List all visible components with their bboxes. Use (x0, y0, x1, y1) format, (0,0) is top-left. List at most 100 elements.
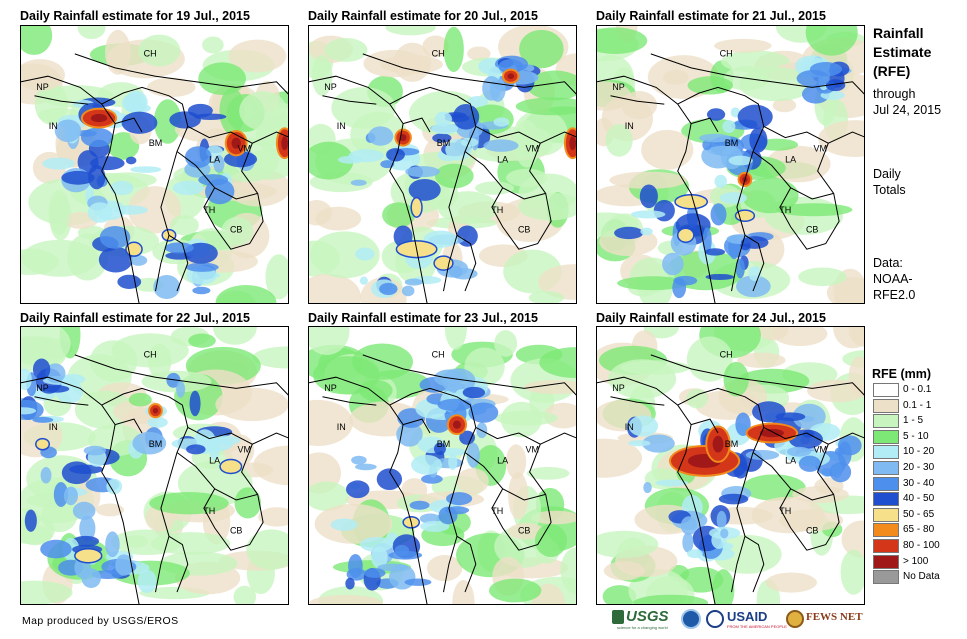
legend-label: 1 - 5 (903, 415, 924, 427)
rain-patch-moderate (432, 133, 452, 143)
country-label-cb: CB (806, 224, 819, 234)
rain-patch-moderate (63, 486, 78, 506)
rain-patch-high (35, 437, 50, 451)
rain-patch-light (95, 503, 125, 517)
rain-patch-light (309, 399, 354, 446)
rain-patch-moderate (433, 442, 446, 456)
rain-patch-light (597, 530, 659, 558)
country-border (362, 53, 576, 95)
rain-patch-moderate (363, 568, 386, 578)
rain-patch-moderate (213, 155, 225, 173)
rain-patch-light (21, 59, 65, 91)
country-border (790, 488, 834, 501)
country-label-la: LA (209, 456, 220, 466)
rain-patch-light (385, 26, 436, 36)
country-border (790, 187, 834, 200)
country-border (464, 143, 552, 250)
rain-patch-moderate (705, 273, 735, 280)
legend-swatch (873, 383, 899, 397)
rain-patch-moderate (437, 398, 472, 412)
rain-patch-light (662, 69, 689, 85)
side-date: Jul 24, 2015 (873, 103, 942, 117)
rain-patch-light (523, 380, 576, 395)
rain-patch-moderate (409, 500, 430, 510)
country-border (597, 376, 716, 604)
country-label-np: NP (36, 383, 49, 393)
rain-patch-moderate (459, 430, 475, 445)
rain-patch-light (359, 379, 393, 402)
country-border (187, 426, 288, 445)
rain-patch-light (841, 520, 864, 558)
rain-patch-extreme (281, 136, 288, 151)
rain-patch-light (452, 579, 475, 604)
rain-patch-light (560, 547, 576, 594)
country-border (752, 143, 840, 250)
country-label-vm: VM (238, 144, 252, 154)
legend-label: 0 - 0.1 (903, 384, 932, 395)
legend-swatch (873, 523, 899, 538)
rain-patch-light (488, 578, 542, 603)
rain-patch-light (848, 356, 864, 397)
country-label-ch: CH (432, 350, 445, 360)
legend-swatch (873, 429, 899, 444)
rain-patch-moderate (702, 139, 712, 151)
rain-patch-moderate (348, 149, 384, 163)
rain-patch-light (149, 492, 229, 515)
country-label-la: LA (209, 155, 220, 165)
legend-swatch (873, 554, 899, 569)
country-border (475, 125, 576, 144)
country-label-bm: BM (437, 439, 451, 449)
rain-patch-light (239, 91, 288, 131)
legend-item: 0.1 - 1 (873, 398, 963, 413)
rain-patch-moderate (706, 108, 726, 121)
rain-patch-light (309, 481, 349, 512)
country-border (21, 75, 140, 303)
rain-patch-moderate (72, 501, 96, 520)
rainfall-map-20-jul: CH NP IN BM LA VM TH CB (308, 25, 577, 304)
rain-patch-light (437, 191, 499, 225)
rain-patch-moderate (121, 111, 158, 134)
country-border (456, 234, 477, 292)
country-border (763, 125, 864, 144)
rain-patch-moderate (405, 166, 440, 178)
rain-patch-moderate (719, 192, 748, 204)
rain-patch-moderate (187, 103, 213, 118)
rain-patch-moderate (411, 454, 442, 475)
map-canvas: CH NP IN BM LA VM TH CB (309, 327, 576, 604)
rain-patch-light (602, 585, 637, 604)
panel-title-24-jul: Daily Rainfall estimate for 24 Jul., 201… (596, 311, 826, 325)
rain-patch-light (776, 203, 853, 217)
rain-patch-moderate (72, 535, 100, 547)
rain-patch-light (798, 267, 847, 287)
rain-patch-high (74, 548, 103, 564)
rain-patch-moderate (420, 520, 450, 532)
country-border (322, 95, 377, 105)
rain-patch-light (310, 231, 380, 279)
legend-title: RFE (mm) (872, 367, 932, 381)
rain-patch-moderate (643, 481, 652, 494)
rain-patch-moderate (61, 461, 92, 485)
country-label-vm: VM (526, 144, 540, 154)
legend-label: 30 - 40 (903, 477, 935, 489)
rain-patch-moderate (32, 358, 51, 380)
rain-patch-moderate (166, 372, 181, 388)
rain-patch-extreme (712, 435, 724, 453)
country-label-np: NP (36, 82, 49, 92)
country-label-vm: VM (238, 445, 252, 455)
rainfall-map-24-jul: CH NP IN BM LA VM TH CB (596, 326, 865, 605)
rain-patch-moderate (673, 275, 698, 286)
rain-patch-moderate (61, 170, 95, 185)
country-label-vm: VM (814, 144, 828, 154)
rain-patch-extreme (452, 420, 461, 429)
rain-patch-light (597, 438, 643, 478)
rain-patch-moderate (21, 407, 37, 415)
legend-item: No Data (873, 570, 963, 585)
panel-title-22-jul: Daily Rainfall estimate for 22 Jul., 201… (20, 311, 250, 325)
map-canvas: CH NP IN BM LA VM TH CB (309, 26, 576, 303)
country-border (309, 75, 428, 303)
legend-swatch (873, 398, 899, 413)
usaid-tagline: FROM THE AMERICAN PEOPLE (727, 624, 787, 629)
legend-swatch (873, 461, 899, 475)
rain-patch-moderate (686, 549, 703, 559)
rain-patch-light (723, 361, 749, 397)
